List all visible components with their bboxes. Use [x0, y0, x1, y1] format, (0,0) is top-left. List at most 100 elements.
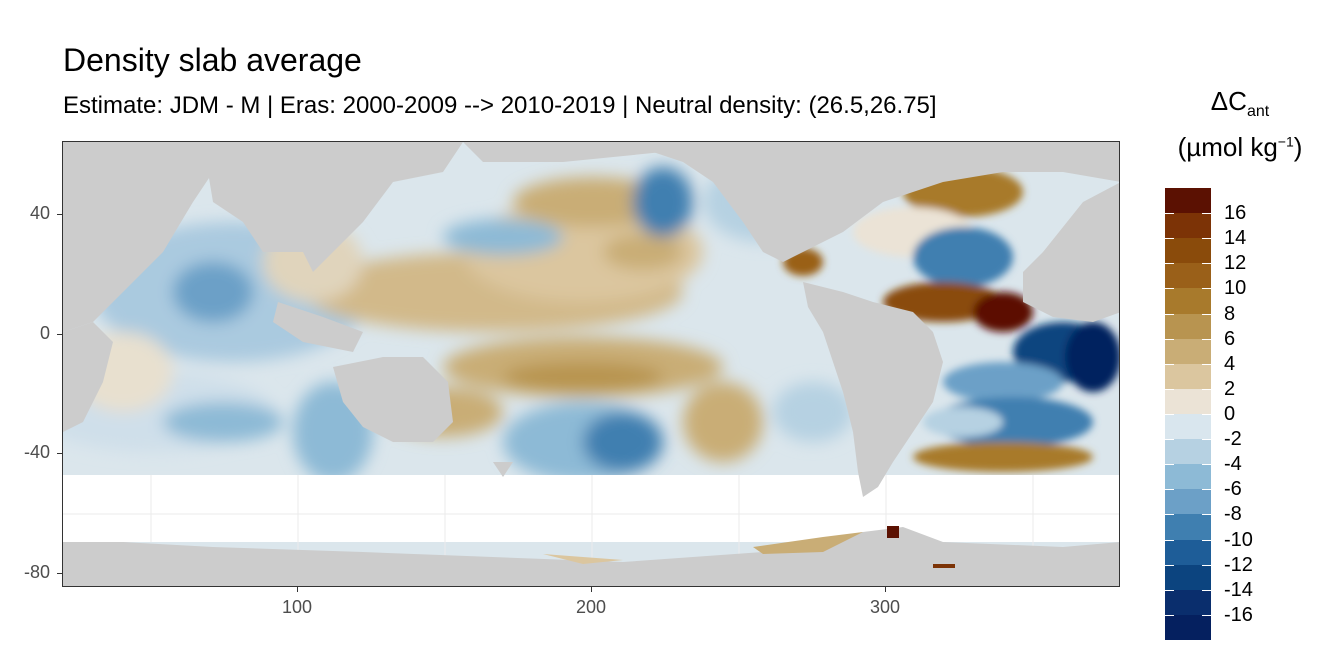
- antarctic-shelf: [543, 526, 955, 568]
- legend-tick: [1202, 338, 1211, 340]
- no-data-band: [63, 475, 1119, 542]
- land-south-america: [803, 282, 943, 497]
- y-tick-label: 40: [29, 203, 50, 223]
- x-tickmark: [885, 587, 886, 592]
- y-tick-label: -40: [23, 442, 50, 462]
- legend-tick: [1165, 564, 1174, 566]
- legend-tick: [1202, 589, 1211, 591]
- legend-tick: [1165, 263, 1174, 265]
- legend-tick: [1202, 213, 1211, 215]
- legend-label: -6: [1224, 478, 1242, 501]
- legend-color-step: [1165, 338, 1211, 365]
- legend-label: -16: [1224, 603, 1253, 626]
- legend-tick: [1165, 313, 1174, 315]
- land-africa: [63, 322, 113, 432]
- legend-color-step: [1165, 213, 1211, 239]
- legend-unit-close: ): [1293, 132, 1303, 162]
- legend-tick: [1202, 414, 1211, 415]
- legend-tick: [1202, 514, 1211, 516]
- legend-label: -4: [1224, 453, 1242, 476]
- legend-color-step: [1165, 514, 1211, 541]
- land-asia: [203, 142, 463, 272]
- legend-tick: [1202, 238, 1211, 240]
- legend-label: -2: [1224, 428, 1242, 451]
- legend-tick: [1202, 439, 1211, 441]
- legend-tick: [1165, 589, 1174, 591]
- legend-label: 8: [1224, 302, 1236, 325]
- land-north-america: [623, 142, 1119, 262]
- legend-unit-sup: −1: [1277, 133, 1294, 150]
- atlantic-anomalies: [783, 167, 1119, 472]
- legend-color-step: [1165, 188, 1211, 214]
- legend-tick: [1202, 388, 1211, 390]
- legend-color-step: [1165, 464, 1211, 490]
- legend-color-step: [1165, 489, 1211, 515]
- legend-color-step: [1165, 614, 1211, 641]
- legend-tick: [1165, 539, 1174, 541]
- legend-tick: [1165, 414, 1174, 415]
- legend-tick: [1165, 363, 1174, 365]
- legend-tick: [1165, 238, 1174, 240]
- legend-label: -12: [1224, 553, 1253, 576]
- legend-colorbar: [1165, 188, 1211, 641]
- legend-symbol: ΔC: [1210, 86, 1247, 116]
- land-antarctica: [63, 527, 1119, 586]
- y-tickmark: [57, 214, 62, 215]
- x-tick-label: 100: [281, 597, 313, 617]
- legend-color-step: [1165, 288, 1211, 315]
- y-tick-label: -80: [23, 562, 50, 582]
- land-australia: [333, 357, 453, 442]
- legend-color-step: [1165, 539, 1211, 566]
- legend-tick: [1202, 489, 1211, 491]
- legend-label: -8: [1224, 503, 1242, 526]
- legend-tick: [1165, 489, 1174, 491]
- legend-tick: [1165, 388, 1174, 390]
- land-africa-east: [1023, 183, 1119, 322]
- y-tickmark: [57, 334, 62, 335]
- legend-color-step: [1165, 589, 1211, 616]
- chart-subtitle: Estimate: JDM - M | Eras: 2000-2009 --> …: [63, 92, 937, 119]
- legend-tick: [1202, 263, 1211, 265]
- legend-color-step: [1165, 363, 1211, 390]
- legend-color-step: [1165, 313, 1211, 340]
- y-tick-label: 0: [39, 323, 50, 343]
- y-tickmark: [57, 453, 62, 454]
- x-tick-label: 200: [575, 597, 607, 617]
- legend-tick: [1165, 439, 1174, 441]
- land-new-zealand: [493, 462, 513, 477]
- land-masses: [63, 142, 1119, 586]
- legend-label: 12: [1224, 252, 1247, 275]
- legend-tick: [1202, 614, 1211, 616]
- y-tickmark: [57, 573, 62, 574]
- legend-label: 2: [1224, 377, 1236, 400]
- x-tickmark: [297, 587, 298, 592]
- legend-label: -10: [1224, 528, 1253, 551]
- legend-label: 16: [1224, 202, 1247, 225]
- legend-label: 6: [1224, 327, 1236, 350]
- legend-label: -14: [1224, 578, 1253, 601]
- legend-title: ΔCant (µmol kg−1): [1160, 86, 1320, 163]
- legend-tick: [1202, 313, 1211, 315]
- legend-tick: [1202, 564, 1211, 566]
- land-eurasia-west: [63, 142, 213, 332]
- legend-tick: [1202, 464, 1211, 466]
- land-indonesia: [273, 302, 363, 352]
- legend-tick: [1165, 338, 1174, 340]
- legend-tick: [1165, 464, 1174, 466]
- legend-color-step: [1165, 388, 1211, 415]
- legend-color-step: [1165, 439, 1211, 465]
- chart-title: Density slab average: [63, 42, 362, 78]
- legend-color-step: [1165, 263, 1211, 289]
- legend-tick: [1165, 213, 1174, 215]
- legend-color-step: [1165, 238, 1211, 264]
- legend-tick: [1165, 514, 1174, 516]
- legend-label: 4: [1224, 352, 1236, 375]
- legend-label: 0: [1224, 403, 1236, 425]
- x-tickmark: [591, 587, 592, 592]
- legend-color-step: [1165, 564, 1211, 591]
- legend-tick: [1165, 614, 1174, 616]
- legend-tick: [1202, 363, 1211, 365]
- legend-label: 10: [1224, 277, 1247, 300]
- legend-label: 14: [1224, 227, 1247, 250]
- legend-unit-open: (µmol kg: [1177, 132, 1278, 162]
